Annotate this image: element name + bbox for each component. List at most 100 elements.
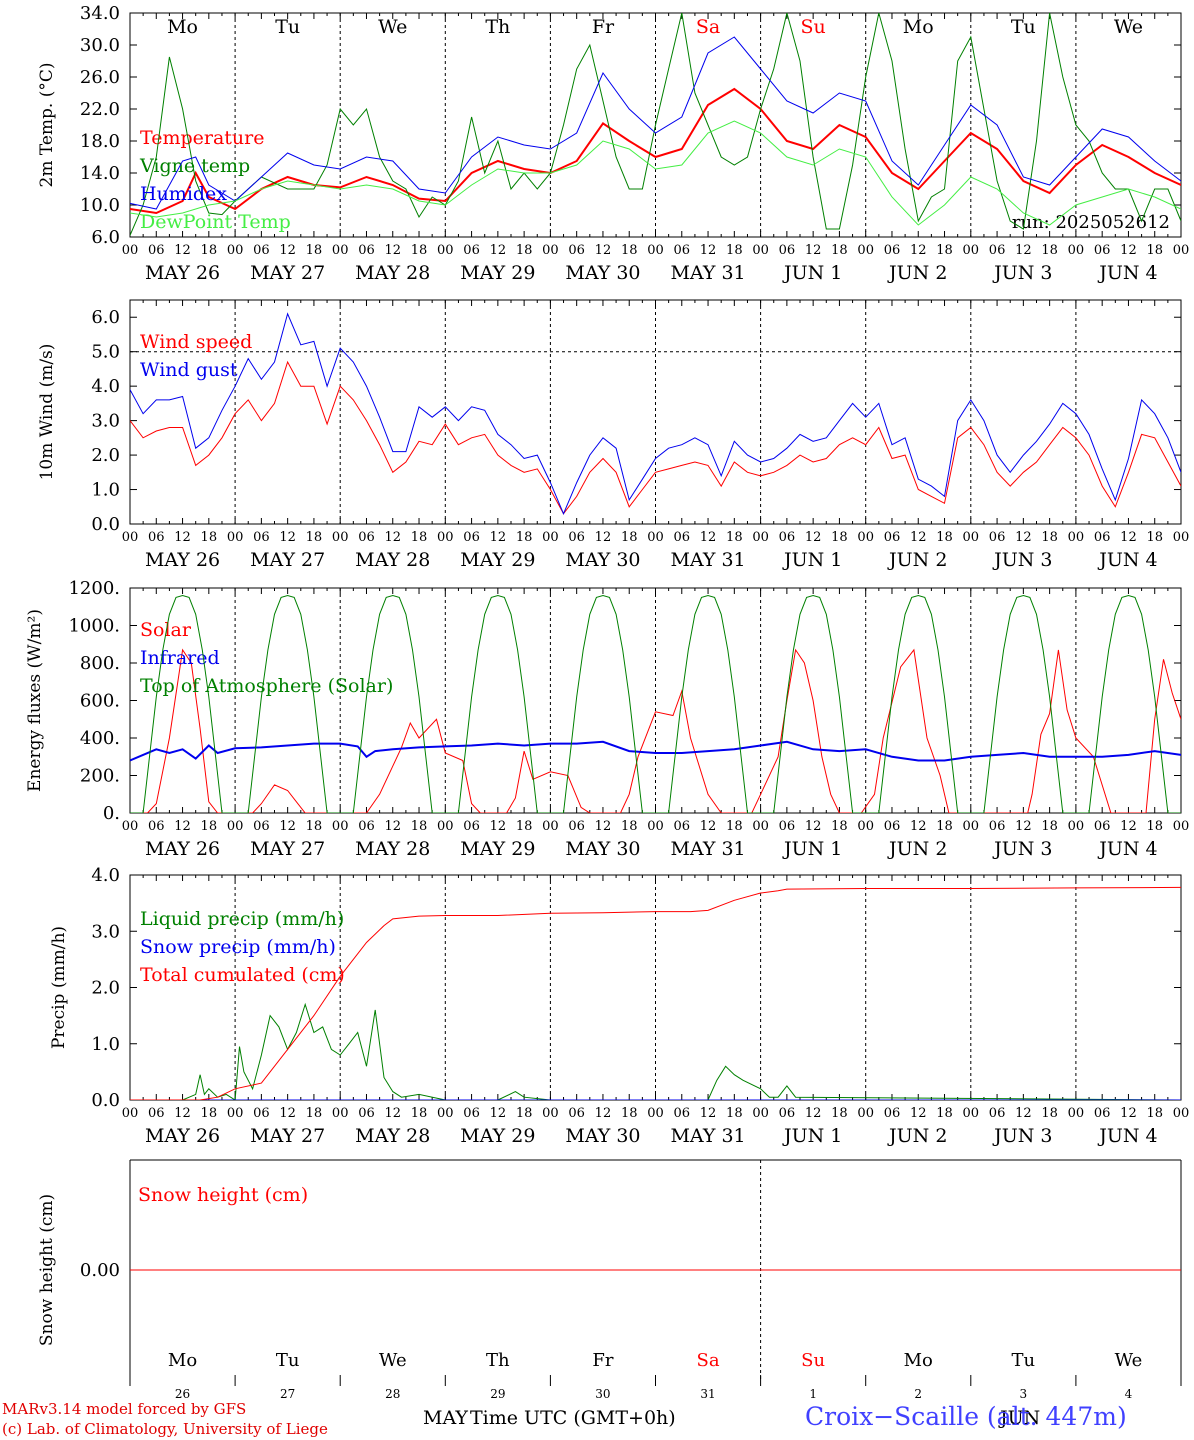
x-tick-label: 12 — [384, 243, 401, 258]
date-label: MAY 26 — [145, 1125, 220, 1147]
x-tick-label: 06 — [568, 1106, 585, 1121]
x-tick-label: 18 — [1146, 819, 1163, 834]
x-tick-label: 18 — [621, 243, 638, 258]
date-label: JUN 4 — [1097, 838, 1157, 860]
day-number: 3 — [1020, 1387, 1028, 1401]
y-tick-label: 4.0 — [91, 865, 120, 886]
date-label: JUN 1 — [782, 838, 842, 860]
x-tick-label: 06 — [989, 530, 1006, 545]
x-tick-label: 06 — [358, 1106, 375, 1121]
x-tick-label: 18 — [201, 819, 218, 834]
x-tick-label: 12 — [805, 243, 822, 258]
plot-frame — [129, 587, 1182, 814]
x-tick-label: 00 — [963, 243, 980, 258]
y-tick-label: 200. — [80, 766, 120, 787]
x-tick-label: 06 — [1094, 819, 1111, 834]
x-tick-label: 00 — [963, 530, 980, 545]
date-label: JUN 3 — [992, 838, 1052, 860]
x-tick-label: 06 — [779, 530, 796, 545]
x-tick-label: 12 — [700, 530, 717, 545]
x-tick-label: 18 — [726, 530, 743, 545]
x-tick-label: 06 — [253, 819, 270, 834]
x-tick-label: 00 — [122, 819, 139, 834]
x-tick-label: 12 — [805, 819, 822, 834]
x-tick-label: 18 — [1041, 819, 1058, 834]
x-tick-label: 12 — [805, 530, 822, 545]
x-tick-label: 18 — [936, 819, 953, 834]
day-number: 29 — [490, 1387, 505, 1401]
day-number: 26 — [175, 1387, 190, 1401]
weekday-label: Sa — [696, 16, 720, 38]
date-label: MAY 30 — [565, 262, 640, 284]
lab-credit: (c) Lab. of Climatology, University of L… — [2, 1420, 328, 1438]
x-tick-label: 18 — [726, 1106, 743, 1121]
series-line-wind-speed — [130, 360, 1181, 515]
date-label: JUN 4 — [1097, 1125, 1157, 1147]
x-tick-label: 00 — [122, 1106, 139, 1121]
series-line-total-cumulated-cm — [130, 886, 1181, 1100]
x-tick-label: 18 — [516, 1106, 533, 1121]
x-tick-label: 12 — [490, 819, 507, 834]
x-tick-label: 18 — [516, 530, 533, 545]
x-tick-label: 12 — [700, 1106, 717, 1121]
x-tick-label: 00 — [1173, 819, 1190, 834]
y-tick-label: 4.0 — [91, 376, 120, 397]
weekday-label: Tu — [275, 16, 300, 38]
y-tick-label: 1.0 — [91, 480, 120, 501]
x-tick-label: 06 — [1094, 530, 1111, 545]
day-number: 28 — [385, 1387, 400, 1401]
x-tick-label: 18 — [936, 1106, 953, 1121]
date-label: MAY 27 — [250, 1125, 325, 1147]
y-tick-label: 14.0 — [80, 163, 120, 184]
weekday-label: We — [1115, 1350, 1143, 1371]
legend-entry: Vigne temp — [139, 155, 250, 177]
y-tick-label: 0.0 — [91, 514, 120, 535]
weekday-label: We — [379, 1350, 407, 1371]
x-tick-label: 18 — [411, 243, 428, 258]
x-tick-label: 12 — [910, 819, 927, 834]
x-tick-label: 00 — [963, 1106, 980, 1121]
series-line-solar — [130, 648, 1181, 813]
date-label: JUN 3 — [992, 549, 1052, 571]
x-tick-label: 18 — [1041, 530, 1058, 545]
weekday-label: Tu — [1012, 1350, 1036, 1371]
x-tick-label: 12 — [1120, 530, 1137, 545]
x-tick-label: 06 — [463, 819, 480, 834]
x-tick-label: 12 — [384, 530, 401, 545]
x-tick-label: 00 — [332, 819, 349, 834]
x-tick-label: 12 — [595, 1106, 612, 1121]
weekday-label: Su — [801, 16, 826, 38]
x-tick-label: 18 — [831, 530, 848, 545]
x-tick-label: 00 — [437, 530, 454, 545]
station-name: Croix−Scaille (alt. 447m) — [805, 1402, 1127, 1431]
x-tick-label: 18 — [1146, 243, 1163, 258]
x-tick-label: 00 — [1173, 530, 1190, 545]
x-tick-label: 06 — [779, 1106, 796, 1121]
date-label: MAY 29 — [460, 549, 535, 571]
x-tick-label: 12 — [595, 243, 612, 258]
x-tick-label: 00 — [437, 819, 454, 834]
x-tick-label: 00 — [437, 1106, 454, 1121]
x-tick-label: 06 — [674, 1106, 691, 1121]
x-tick-label: 06 — [989, 1106, 1006, 1121]
weekday-label: Tu — [1011, 16, 1036, 38]
y-tick-label: 6.0 — [91, 227, 120, 248]
x-tick-label: 18 — [1146, 1106, 1163, 1121]
x-tick-label: 06 — [568, 819, 585, 834]
run-label: run: 2025052612 — [1012, 212, 1170, 233]
x-tick-label: 00 — [437, 243, 454, 258]
legend-entry: Total cumulated (cm) — [140, 964, 345, 986]
x-tick-label: 18 — [411, 1106, 428, 1121]
series-line-temperature — [130, 87, 1181, 215]
month-label-left: MAY — [423, 1407, 468, 1429]
date-label: MAY 27 — [250, 549, 325, 571]
legend-entry: DewPoint Temp — [140, 211, 291, 233]
model-credit: MARv3.14 model forced by GFS — [2, 1400, 247, 1418]
x-tick-label: 00 — [1068, 243, 1085, 258]
x-tick-label: 18 — [306, 530, 323, 545]
x-tick-label: 18 — [306, 243, 323, 258]
x-tick-label: 06 — [674, 530, 691, 545]
date-label: MAY 30 — [565, 838, 640, 860]
x-tick-label: 12 — [490, 1106, 507, 1121]
x-tick-label: 00 — [752, 530, 769, 545]
